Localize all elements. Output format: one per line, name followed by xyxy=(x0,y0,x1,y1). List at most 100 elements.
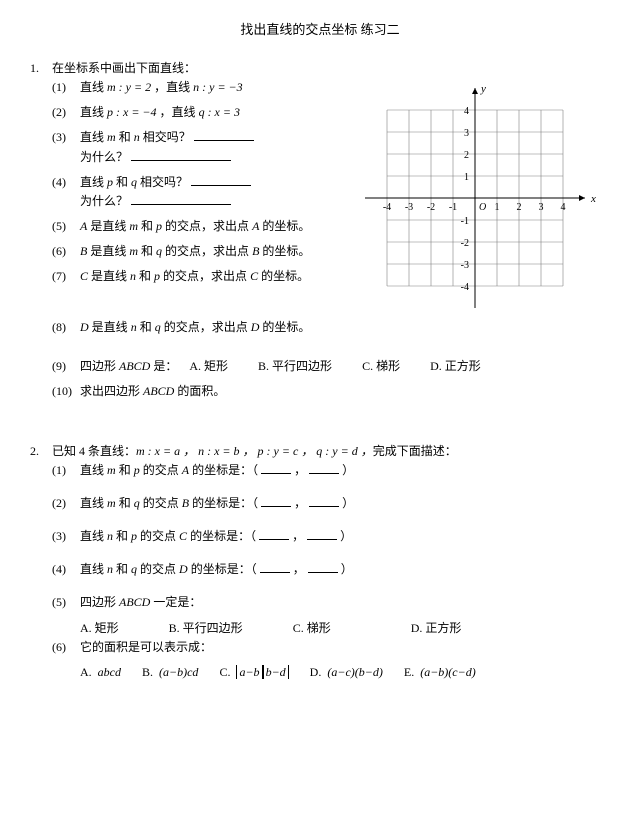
text: 完成下面描述： xyxy=(373,444,457,458)
text: 直线 xyxy=(80,80,107,94)
choice-d[interactable]: D. (a−c)(b−d) xyxy=(310,663,383,682)
choice-a[interactable]: A. 矩形 xyxy=(189,357,228,376)
text: 的交点，求出点 xyxy=(161,320,251,334)
text: 的交点 xyxy=(140,463,182,477)
sub-1-2: (2) 直线 p : x = −4 ，直线 q : x = 3 xyxy=(52,103,350,122)
sub-number: (2) xyxy=(52,103,80,122)
why-label: 为什么？ xyxy=(80,150,128,164)
sub-number: (8) xyxy=(52,318,80,337)
text: 直线 xyxy=(80,496,107,510)
sub-number: (6) xyxy=(52,638,80,657)
choice-e[interactable]: E. (a−b)(c−d) xyxy=(404,663,476,682)
shape: ABCD xyxy=(119,359,150,373)
text: 的交点，求出点 xyxy=(162,219,252,233)
math: n : y = −3 xyxy=(193,80,243,94)
svg-text:-3: -3 xyxy=(405,202,413,213)
sub-2-1: (1) 直线 m 和 p 的交点 A 的坐标是：（ ， ） xyxy=(52,461,610,480)
answer-blank[interactable] xyxy=(191,174,251,186)
sub-1-7: (7) C 是直线 n 和 p 的交点，求出点 C 的坐标。 xyxy=(52,267,350,286)
answer-blank[interactable] xyxy=(309,462,339,474)
text: 的坐标。 xyxy=(259,320,310,334)
text: 和 xyxy=(113,175,131,189)
sub-2-4: (4) 直线 n 和 q 的交点 D 的坐标是：（ ， ） xyxy=(52,560,610,579)
sub-number: (5) xyxy=(52,217,80,236)
answer-blank[interactable] xyxy=(131,149,231,161)
text: 是： xyxy=(150,359,177,373)
svg-text:y: y xyxy=(480,83,486,95)
var: m xyxy=(107,463,116,477)
answer-blank[interactable] xyxy=(307,528,337,540)
text: 相交吗？ xyxy=(140,130,191,144)
math: m : x = a ， n : x = b ， p : y = c ， q : … xyxy=(136,444,373,458)
problem-stem: 已知 4 条直线：m : x = a ， n : x = b ， p : y =… xyxy=(52,442,610,461)
choice-b[interactable]: B. (a−b)cd xyxy=(142,663,198,682)
text: 的坐标。 xyxy=(259,244,310,258)
svg-text:3: 3 xyxy=(539,202,544,213)
answer-blank[interactable] xyxy=(261,462,291,474)
choice-b[interactable]: B. 平行四边形 xyxy=(258,357,332,376)
answer-blank[interactable] xyxy=(260,561,290,573)
point: A xyxy=(182,463,189,477)
text: 四边形 xyxy=(80,595,119,609)
svg-text:2: 2 xyxy=(517,202,522,213)
shape: ABCD xyxy=(143,384,174,398)
problem-1: 1. 在坐标系中画出下面直线： (1) 直线 m : y = 2 ，直线 n :… xyxy=(30,59,610,408)
svg-text:x: x xyxy=(590,193,596,205)
text: 是直线 xyxy=(87,244,129,258)
choice-c[interactable]: C. 梯形 xyxy=(293,619,331,638)
text: 直线 xyxy=(80,529,107,543)
text: 它的面积是可以表示成： xyxy=(80,638,610,657)
sub-2-6: (6) 它的面积是可以表示成： xyxy=(52,638,610,657)
page-title: 找出直线的交点坐标 练习二 xyxy=(30,20,610,41)
choice-c[interactable]: C. a−bb−d xyxy=(219,663,288,682)
text: 直线 xyxy=(80,105,107,119)
sub-number: (4) xyxy=(52,173,80,211)
sub-2-2: (2) 直线 m 和 q 的交点 B 的坐标是：（ ， ） xyxy=(52,494,610,513)
choice-d[interactable]: D. 正方形 xyxy=(411,619,462,638)
text: 的交点 xyxy=(137,562,179,576)
problem-2: 2. 已知 4 条直线：m : x = a ， n : x = b ， p : … xyxy=(30,442,610,683)
text: 和 xyxy=(116,496,134,510)
text: 的坐标是：（ xyxy=(188,562,257,576)
sub-number: (10) xyxy=(52,382,80,401)
point: B xyxy=(182,496,189,510)
choice-b[interactable]: B. 平行四边形 xyxy=(169,619,243,638)
sub-1-8: (8) D 是直线 n 和 q 的交点，求出点 D 的坐标。 xyxy=(52,318,610,337)
sub-number: (9) xyxy=(52,357,80,376)
text: 的坐标是：（ xyxy=(189,496,258,510)
text: 的坐标。 xyxy=(258,269,309,283)
point: D xyxy=(80,320,89,334)
sub-1-9: (9) 四边形 ABCD 是： A. 矩形B. 平行四边形C. 梯形D. 正方形 xyxy=(52,357,610,376)
sub-number: (3) xyxy=(52,128,80,166)
sub-number: (2) xyxy=(52,494,80,513)
text: 的交点 xyxy=(137,529,179,543)
choice-d[interactable]: D. 正方形 xyxy=(430,357,481,376)
var: m xyxy=(129,244,138,258)
text: 的交点，求出点 xyxy=(160,269,250,283)
choice-a[interactable]: A. 矩形 xyxy=(80,619,119,638)
answer-blank[interactable] xyxy=(194,129,254,141)
svg-text:-1: -1 xyxy=(449,202,457,213)
svg-text:4: 4 xyxy=(464,106,469,117)
svg-text:2: 2 xyxy=(464,150,469,161)
svg-text:1: 1 xyxy=(495,202,500,213)
answer-blank[interactable] xyxy=(309,495,339,507)
var: m xyxy=(107,496,116,510)
answer-blank[interactable] xyxy=(259,528,289,540)
text: 和 xyxy=(138,244,156,258)
choice-c[interactable]: C. 梯形 xyxy=(362,357,400,376)
answer-blank[interactable] xyxy=(131,193,231,205)
math: q : x = 3 xyxy=(199,105,240,119)
answer-blank[interactable] xyxy=(261,495,291,507)
sub-number: (1) xyxy=(52,461,80,480)
math: m : y = 2 xyxy=(107,80,151,94)
choice-a[interactable]: A. abcd xyxy=(80,663,121,682)
text: 的坐标是：（ xyxy=(187,529,256,543)
answer-blank[interactable] xyxy=(308,561,338,573)
sub-number: (5) xyxy=(52,593,80,612)
grid-svg: -4-3-2-11234-4-3-2-11234xyO xyxy=(350,83,610,318)
text: 直线 xyxy=(80,130,107,144)
problem-number: 1. xyxy=(30,59,52,408)
text: 相交吗？ xyxy=(137,175,188,189)
sub-2-5: (5) 四边形 ABCD 一定是： xyxy=(52,593,610,612)
